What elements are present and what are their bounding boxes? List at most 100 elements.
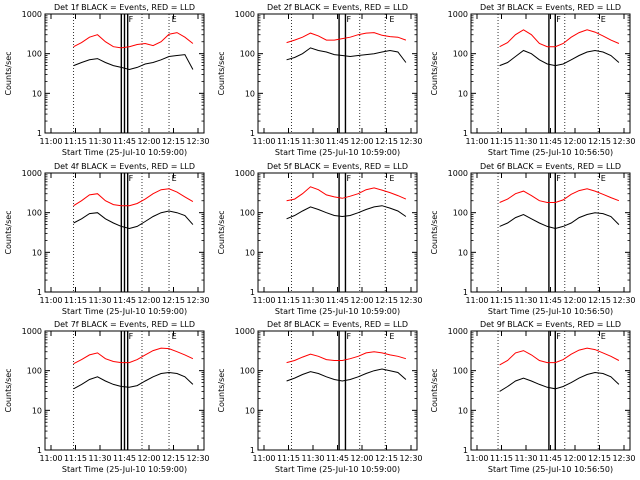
y-tick-label: 1000 [448,169,468,178]
y-tick-label: 1 [463,288,468,297]
y-tick-label: 10 [245,89,255,98]
segment-marker: E [172,332,177,341]
y-axis-label: Counts/sec [217,51,226,95]
events-series-line [286,47,407,63]
lld-series-line [499,29,620,48]
y-axis-label: Counts/sec [217,368,226,412]
x-axis-label: Start Time (25-Jul-10 10:59:00) [275,465,400,474]
segment-marker: E [389,15,394,24]
x-tick-label: 12:00 [350,137,373,146]
y-tick-label: 1 [37,446,42,455]
y-tick-label: 100 [27,209,42,218]
x-tick-label: 12:15 [375,296,398,305]
panel-det-7: Det 7f BLACK = Events, RED = LLD Counts/s… [4,320,210,474]
x-axis-label: Start Time (25-Jul-10 10:56:50) [488,148,613,157]
y-tick-label: 10 [458,406,468,415]
x-tick-label: 12:00 [563,137,586,146]
panel-det-3: Det 3f BLACK = Events, RED = LLD Counts/s… [430,3,636,157]
plot-frame [257,13,418,134]
segment-marker: F [129,332,134,341]
y-axis-label: Counts/sec [217,210,226,254]
events-series-line [499,212,620,230]
y-tick-label: 100 [27,367,42,376]
x-tick-label: 11:15 [277,137,300,146]
x-tick-label: 11:30 [514,296,537,305]
x-tick-label: 11:45 [113,454,136,463]
x-tick-label: 12:30 [399,296,422,305]
x-tick-label: 11:00 [39,296,62,305]
x-tick-label: 11:45 [539,137,562,146]
panel-det-9: Det 9f BLACK = Events, RED = LLD Counts/s… [430,320,636,474]
y-tick-label: 1 [37,129,42,138]
x-tick-label: 11:15 [64,296,87,305]
y-tick-label: 100 [240,209,255,218]
x-tick-label: 12:30 [186,137,209,146]
y-tick-label: 1 [250,288,255,297]
y-tick-label: 100 [453,209,468,218]
panel-title: Det 1f BLACK = Events, RED = LLD [54,3,195,12]
events-series-line [499,49,620,67]
plot-frame [257,172,418,293]
panel-det-5: Det 5f BLACK = Events, RED = LLD Counts/s… [217,162,423,316]
x-tick-label: 11:30 [88,454,111,463]
lld-series-line [286,351,407,364]
y-tick-label: 100 [240,367,255,376]
x-tick-label: 11:45 [113,137,136,146]
y-tick-label: 1 [463,129,468,138]
x-tick-label: 11:00 [465,454,488,463]
x-tick-label: 11:30 [88,296,111,305]
y-tick-label: 10 [245,248,255,257]
panel-title: Det 5f BLACK = Events, RED = LLD [267,162,408,171]
x-tick-label: 12:15 [375,454,398,463]
segment-marker: F [556,332,561,341]
y-tick-label: 100 [240,50,255,59]
segment-marker: E [172,15,177,24]
segment-marker: F [346,15,351,24]
y-tick-label: 100 [27,50,42,59]
plot-frame [257,330,418,451]
x-tick-label: 11:45 [326,454,349,463]
lld-series-line [286,186,407,202]
x-tick-label: 12:15 [588,296,611,305]
plot-frame [470,172,631,293]
segment-marker: F [129,174,134,183]
segment-marker: F [556,15,561,24]
panel-det-1: Det 1f BLACK = Events, RED = LLD Counts/s… [4,3,210,157]
x-axis-label: Start Time (25-Jul-10 10:59:00) [275,148,400,157]
x-tick-label: 11:45 [539,454,562,463]
x-axis-label: Start Time (25-Jul-10 10:59:00) [62,307,187,316]
x-tick-label: 12:00 [563,454,586,463]
x-tick-label: 11:00 [465,296,488,305]
events-series-line [73,371,194,390]
y-tick-label: 1 [463,446,468,455]
panel-title: Det 9f BLACK = Events, RED = LLD [480,320,621,329]
x-tick-label: 12:30 [186,454,209,463]
segment-marker: F [556,174,561,183]
panel-title: Det 3f BLACK = Events, RED = LLD [480,3,621,12]
y-tick-label: 100 [453,367,468,376]
panel-det-4: Det 4f BLACK = Events, RED = LLD Counts/s… [4,162,210,316]
x-tick-label: 12:15 [588,454,611,463]
y-tick-label: 1000 [235,169,255,178]
y-tick-label: 1000 [22,327,42,336]
panel-title: Det 2f BLACK = Events, RED = LLD [267,3,408,12]
x-tick-label: 11:45 [326,296,349,305]
lld-series-line [499,188,620,203]
y-axis-label: Counts/sec [430,210,439,254]
x-tick-label: 12:15 [162,137,185,146]
x-tick-label: 12:00 [350,454,373,463]
x-tick-label: 12:00 [137,137,160,146]
x-tick-label: 12:00 [137,454,160,463]
y-axis-label: Counts/sec [430,51,439,95]
x-tick-label: 11:15 [277,296,300,305]
x-tick-label: 12:30 [399,454,422,463]
y-axis-label: Counts/sec [4,210,13,254]
lld-series-line [73,347,194,365]
plot-frame [470,13,631,134]
x-axis-label: Start Time (25-Jul-10 10:59:00) [62,465,187,474]
x-tick-label: 12:30 [186,296,209,305]
x-tick-label: 11:15 [490,454,513,463]
x-tick-label: 11:30 [301,454,324,463]
y-tick-label: 10 [458,89,468,98]
